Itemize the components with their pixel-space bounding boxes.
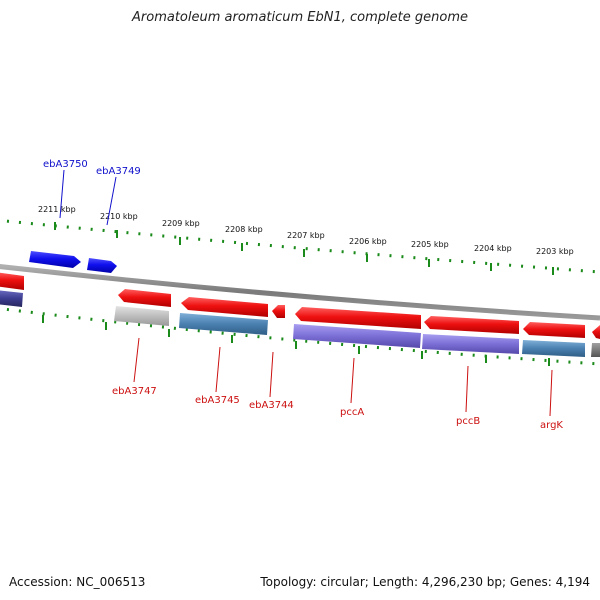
gene-arrow-argK[interactable] — [523, 322, 585, 338]
kbp-label: 2211 kbp — [38, 205, 76, 214]
gene-arrow-ebA3747[interactable] — [118, 289, 171, 307]
outer-tick-ring — [0, 218, 600, 274]
genome-summary-text: Topology: circular; Length: 4,296,230 bp… — [260, 575, 590, 589]
leader-line-ebA3744 — [269, 351, 274, 398]
gene-arrow-ebA3749[interactable] — [87, 258, 117, 273]
kbp-label: 2208 kbp — [225, 225, 263, 234]
gene-arrow-ebA3745[interactable] — [181, 297, 268, 317]
leader-line-argK — [549, 369, 553, 417]
cog-block — [522, 340, 585, 357]
leader-line-pccA — [350, 357, 355, 404]
kbp-label: 2206 kbp — [349, 237, 387, 246]
gene-label-ebA3744: ebA3744 — [249, 400, 294, 411]
kbp-label: 2203 kbp — [536, 247, 574, 256]
inner-major-ticks — [42, 315, 550, 366]
gene-arrow-left-edge[interactable] — [0, 272, 24, 290]
outer-major-ticks — [54, 222, 554, 275]
kbp-label: 2210 kbp — [100, 212, 138, 221]
gene-arrow-pccA[interactable] — [295, 307, 421, 329]
leader-line-ebA3750 — [59, 169, 65, 219]
gene-label-ebA3747: ebA3747 — [112, 386, 157, 397]
kbp-label: 2204 kbp — [474, 244, 512, 253]
leader-line-pccB — [465, 365, 469, 413]
gene-label-pccB: pccB — [456, 416, 480, 427]
gene-arrow-right-edge[interactable] — [592, 325, 600, 339]
cog-block — [422, 334, 519, 354]
kbp-label: 2207 kbp — [287, 231, 325, 240]
gene-arrow-pccB[interactable] — [424, 316, 519, 334]
kbp-label: 2209 kbp — [162, 219, 200, 228]
gene-label-pccA: pccA — [340, 407, 364, 418]
gene-label-ebA3745: ebA3745 — [195, 395, 240, 406]
cog-block — [293, 324, 421, 348]
gene-label-argK: argK — [540, 420, 563, 431]
gene-arrow-ebA3744[interactable] — [272, 305, 285, 318]
cog-block — [591, 343, 600, 357]
leader-line-ebA3749 — [106, 176, 117, 226]
accession-text: Accession: NC_006513 — [9, 575, 146, 589]
cog-block — [179, 313, 268, 335]
cog-block — [0, 290, 23, 307]
cog-block — [114, 306, 169, 326]
gene-label-ebA3750: ebA3750 — [43, 159, 88, 170]
gene-arrow-ebA3750[interactable] — [29, 251, 81, 268]
gene-label-ebA3749: ebA3749 — [96, 166, 141, 177]
map-title: Aromatoleum aromaticum EbN1, complete ge… — [132, 10, 468, 25]
kbp-label: 2205 kbp — [411, 240, 449, 249]
leader-line-ebA3747 — [133, 337, 140, 383]
leader-line-ebA3745 — [215, 346, 221, 393]
inner-tick-ring — [0, 307, 600, 366]
genome-backbone — [0, 264, 600, 321]
